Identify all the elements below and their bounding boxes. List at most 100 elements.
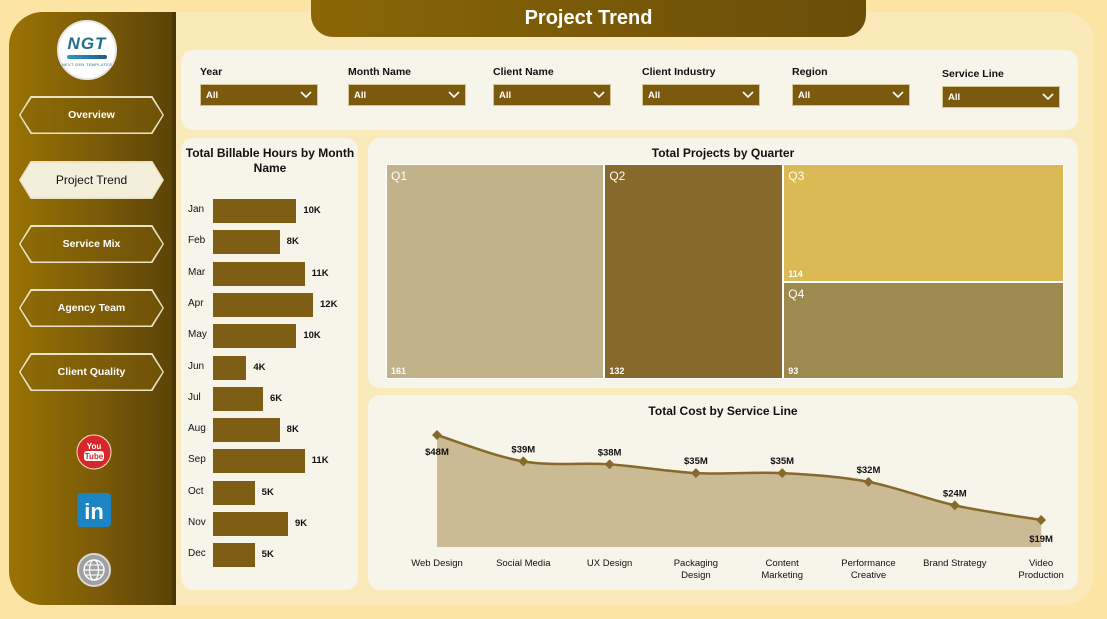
bar-value-label: 9K [295,518,308,529]
treemap-tile-label: Q2 [609,169,626,183]
data-value-label: $39M [511,444,535,455]
service-line-dropdown[interactable]: All [942,86,1060,108]
nav-service-mix-button[interactable]: Service Mix [19,225,164,263]
data-value-label: $35M [770,456,794,467]
nav-label: Service Mix [62,238,121,250]
bar-row[interactable]: Feb 8K [181,230,358,255]
bar-value-label: 8K [286,424,299,436]
bar-row[interactable]: May 10K [181,324,358,349]
sidebar-divider [172,12,176,605]
data-point[interactable] [949,500,960,511]
x-axis-tick-label: Content [766,558,800,569]
linkedin-icon[interactable]: in [76,492,112,528]
filter-label: Month Name [348,66,411,78]
bar-row[interactable]: Mar 11K [181,261,358,286]
bar-row[interactable]: Dec 5K [181,543,358,568]
nav-overview-button[interactable]: Overview [19,96,164,134]
filter-region: Region All [792,66,910,106]
globe-icon[interactable] [76,552,112,588]
bar[interactable] [213,230,280,255]
chevron-down-icon [300,91,312,99]
treemap-tile-q1[interactable]: Q1 161 [386,164,605,379]
bar[interactable] [213,418,280,443]
chevron-down-icon [448,91,460,99]
bar-category-label: Nov [188,517,206,528]
data-value-label: $48M [425,447,449,458]
bar[interactable] [213,543,255,568]
filter-label: Year [200,66,223,78]
bar-category-label: Jul [188,391,201,403]
nav-label: Client Quality [57,366,126,378]
nav-client-quality-button[interactable]: Client Quality [19,353,164,391]
dropdown-value: All [798,89,811,101]
region-dropdown[interactable]: All [792,84,910,106]
projects-quarter-panel: Total Projects by Quarter Q1 161 Q2 132 Q3 11… [368,138,1078,388]
treemap-tile-label: Q1 [391,169,408,183]
nav-project-trend-button[interactable]: Project Trend [19,161,164,199]
filter-year: Year All [200,66,318,106]
x-axis-tick-label: UX Design [587,558,632,569]
client-name-dropdown[interactable]: All [493,84,611,106]
logo-text: NGT [67,33,107,53]
bar-row[interactable]: Nov 9K [181,512,358,536]
youtube-icon[interactable]: You Tube [76,434,112,470]
company-logo[interactable]: NGT NEXT GEN TEMPLATES [57,20,117,80]
dropdown-value: All [499,89,512,101]
data-point[interactable] [604,459,615,470]
bar-value-label: 10K [303,330,321,342]
bar-row[interactable]: Jun 4K [181,355,358,380]
cost-service-panel: Total Cost by Service Line $48M Web Desig… [368,395,1078,590]
treemap-tile-q2[interactable]: Q2 132 [604,164,784,379]
bar[interactable] [213,324,297,349]
x-axis-tick-label: Web Design [411,558,463,569]
x-axis-tick-label: Social Media [496,558,551,569]
client-industry-dropdown[interactable]: All [642,84,760,106]
bar[interactable] [213,261,305,286]
data-value-label: $24M [943,488,967,499]
billable-hours-title: Total Billable Hours by Month Name [185,146,355,175]
bar-category-label: Apr [188,297,204,309]
bar-row[interactable]: Sep 11K [181,449,358,474]
page-title-bar: Project Trend [311,0,866,37]
dropdown-value: All [206,89,219,101]
chevron-down-icon [892,91,904,99]
bar-row[interactable]: Aug 8K [181,418,358,443]
bar-row[interactable]: Oct 5K [181,480,358,505]
dropdown-value: All [354,89,367,101]
filter-month-name: Month Name All [348,66,466,106]
series-line [436,433,1042,522]
filter-service-line: Service Line All [942,68,1060,108]
bar-value-label: 10K [303,205,321,216]
bar[interactable] [213,292,313,317]
bar[interactable] [213,386,263,411]
treemap-tile-q4[interactable]: Q4 93 [783,282,1064,379]
bar[interactable] [213,512,288,536]
nav-label: Overview [68,109,115,121]
month-name-dropdown[interactable]: All [348,84,466,106]
bar-category-label: Mar [188,266,206,278]
treemap-tile-q3[interactable]: Q3 114 [783,164,1064,283]
treemap-tile-label: Q4 [788,287,805,302]
billable-hours-panel: Total Billable Hours by Month Name Jan 10… [181,138,358,590]
year-dropdown[interactable]: All [200,84,318,106]
nav-agency-team-button[interactable]: Agency Team [19,289,164,327]
dropdown-value: All [948,91,961,103]
bar-value-label: 6K [270,392,283,404]
data-value-label: $32M [857,465,881,476]
bar-row[interactable]: Jan 10K [181,199,358,223]
bar[interactable] [213,355,247,380]
youtube-text-bottom: Tube [85,452,104,461]
bar[interactable] [213,199,297,223]
bar-row[interactable]: Jul 6K [181,386,358,411]
filters-panel: Year All Month Name All Client Name All … [181,50,1078,130]
data-value-label: $19M [1029,534,1053,545]
filter-label: Client Industry [642,66,716,78]
bar[interactable] [213,449,305,474]
bar-row[interactable]: Apr 12K [181,292,358,317]
treemap-tile-value: 161 [391,366,407,376]
data-point[interactable] [777,468,788,479]
data-point[interactable] [1036,515,1047,525]
bar[interactable] [213,480,255,505]
data-point[interactable] [863,476,874,487]
filter-label: Client Name [493,66,554,78]
